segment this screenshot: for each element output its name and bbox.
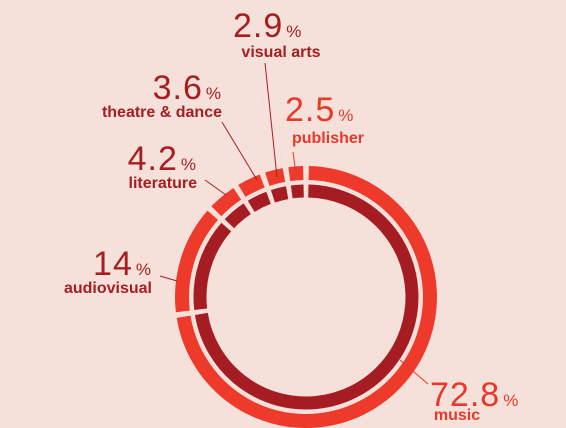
inner-segment: [247, 191, 271, 212]
inner-segment: [290, 184, 304, 199]
unit: %: [503, 391, 519, 410]
inner-segment: [194, 184, 419, 410]
outer-segment: [211, 187, 242, 217]
value-label: 3.6%: [153, 69, 222, 107]
value-label: 2.5%: [285, 91, 354, 129]
leader-line: [292, 151, 297, 175]
value: 2.9: [233, 7, 283, 45]
value: 72.8: [430, 376, 500, 414]
value-label: 72.8%: [430, 376, 519, 414]
unit: %: [181, 155, 197, 174]
leader-line: [204, 179, 227, 196]
category-label: music: [434, 407, 480, 424]
value-label: 2.9%: [233, 7, 302, 45]
value-label: 4.2%: [128, 140, 197, 178]
value: 2.5: [285, 91, 335, 129]
category-label: audiovisual: [64, 280, 152, 297]
category-label: visual arts: [241, 44, 320, 61]
outer-segment: [176, 166, 437, 428]
value: 3.6: [153, 69, 203, 107]
category-label: publisher: [292, 130, 364, 147]
value: 14: [93, 245, 133, 283]
value: 4.2: [128, 140, 178, 178]
outer-segment: [238, 174, 265, 197]
unit: %: [206, 84, 222, 103]
category-label: theatre & dance: [102, 104, 222, 121]
outer-segment: [265, 168, 286, 186]
leader-line: [159, 275, 178, 282]
unit: %: [136, 260, 152, 279]
value-label: 14%: [93, 245, 152, 283]
leader-line: [399, 359, 429, 385]
outer-segment: [175, 210, 219, 313]
inner-segment: [270, 186, 289, 203]
inner-segment: [224, 203, 251, 229]
unit: %: [338, 106, 354, 125]
leader-line: [221, 121, 258, 181]
inner-segment: [193, 222, 232, 311]
leader-line: [264, 62, 278, 178]
category-label: literature: [129, 175, 198, 192]
unit: %: [286, 22, 302, 41]
